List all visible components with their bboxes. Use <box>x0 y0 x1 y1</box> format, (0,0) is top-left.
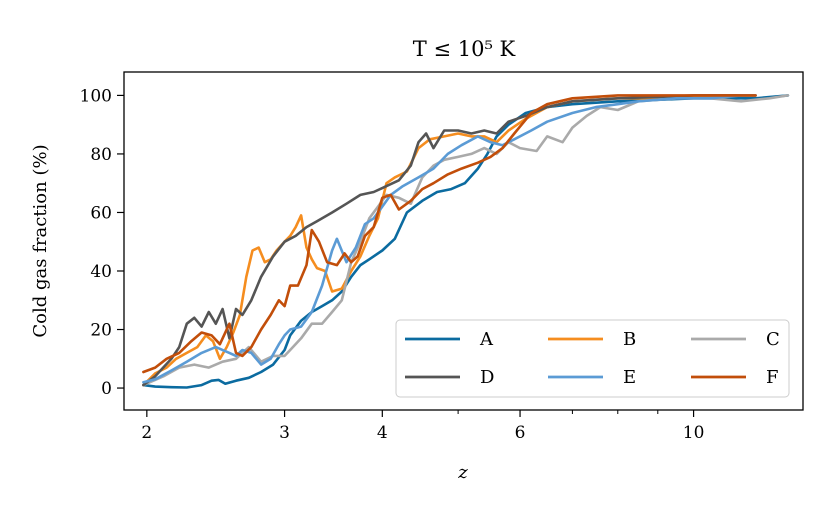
y-axis-label: Cold gas fraction (%) <box>30 144 51 337</box>
legend-box <box>395 319 790 398</box>
y-tick-label: 0 <box>101 379 112 399</box>
y-tick-label: 100 <box>80 86 112 106</box>
legend-label-a: A <box>479 329 494 350</box>
plot-frame <box>123 71 804 411</box>
x-tick-label: 2 <box>141 423 152 443</box>
series-line-d <box>142 94 757 387</box>
series-line-c <box>142 94 790 387</box>
x-tick-label: 3 <box>279 423 290 443</box>
chart-title: T ≤ 10⁵ K <box>413 37 516 61</box>
series-layer <box>142 94 790 389</box>
y-tick-label: 20 <box>90 321 112 341</box>
legend-label-b: B <box>623 329 636 350</box>
legend-label-c: C <box>766 329 780 350</box>
x-axis-label: z <box>457 462 468 483</box>
legend-label-f: F <box>766 367 779 388</box>
legend: A B C D E F <box>395 319 790 398</box>
series-line-f <box>142 94 757 374</box>
y-tick-label: 40 <box>90 262 112 282</box>
legend-label-d: D <box>480 367 494 388</box>
y-tick-label: 80 <box>90 145 112 165</box>
x-tick-label: 4 <box>377 423 388 443</box>
legend-label-e: E <box>623 367 636 388</box>
x-tick-label: 6 <box>515 423 526 443</box>
y-tick-label: 60 <box>90 203 112 223</box>
x-tick-label: 10 <box>683 423 705 443</box>
